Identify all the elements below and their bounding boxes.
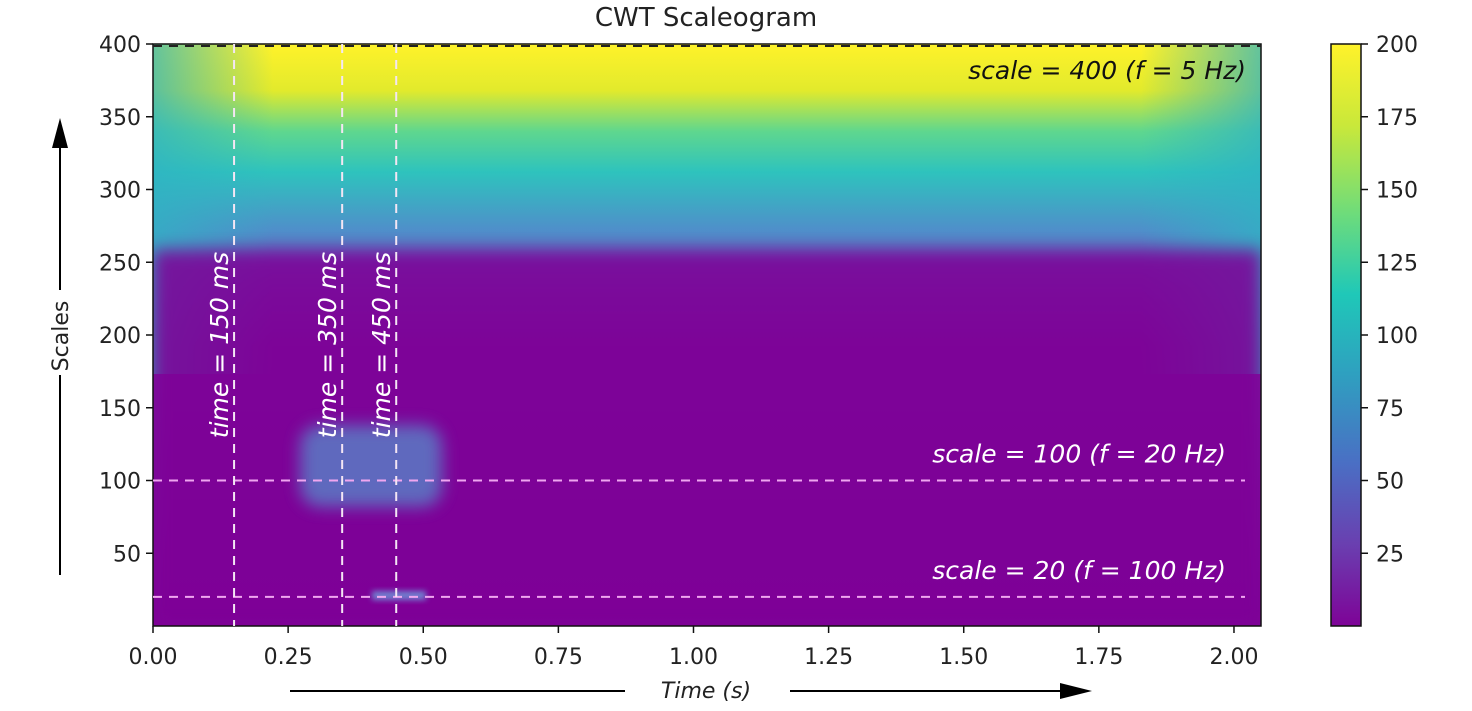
x-tick-label: 2.00 bbox=[1209, 645, 1258, 670]
y-tick-label: 350 bbox=[99, 106, 141, 131]
colorbar-tick-label: 175 bbox=[1376, 106, 1418, 131]
colorbar-tick-label: 150 bbox=[1376, 179, 1418, 204]
y-tick-label: 200 bbox=[99, 324, 141, 349]
heatmap-small-burst bbox=[372, 591, 426, 600]
colorbar-tick-label: 25 bbox=[1376, 542, 1404, 567]
hline-label-20: scale = 20 (f = 100 Hz) bbox=[932, 556, 1226, 585]
hline-label-400: scale = 400 (f = 5 Hz) bbox=[968, 56, 1246, 85]
vline-label-0.45: time = 450 ms bbox=[367, 252, 396, 438]
heatmap-area bbox=[153, 44, 1261, 626]
colorbar-tick-label: 100 bbox=[1376, 324, 1418, 349]
colorbar bbox=[1330, 43, 1362, 627]
y-tick-label: 50 bbox=[113, 542, 141, 567]
x-tick-label: 0.25 bbox=[264, 645, 313, 670]
y-axis-ticks: 50 100 150 200 250 300 350 400 bbox=[99, 33, 153, 567]
x-tick-label: 0.75 bbox=[534, 645, 583, 670]
vertical-reference-lines: time = 150 ms time = 350 ms time = 450 ms bbox=[205, 44, 398, 626]
x-tick-label: 1.00 bbox=[669, 645, 718, 670]
y-axis-arrow bbox=[52, 118, 68, 575]
x-axis-arrow bbox=[290, 683, 1092, 699]
y-tick-label: 400 bbox=[99, 33, 141, 58]
x-axis-label: Time (s) bbox=[661, 679, 751, 704]
hline-label-100: scale = 100 (f = 20 Hz) bbox=[932, 440, 1226, 469]
heatmap-burst-region bbox=[300, 425, 442, 507]
colorbar-tick-label: 50 bbox=[1376, 470, 1404, 495]
vline-label-0.35: time = 350 ms bbox=[313, 252, 342, 438]
colorbar-tick-label: 125 bbox=[1376, 251, 1418, 276]
y-tick-label: 250 bbox=[99, 251, 141, 276]
x-tick-label: 1.75 bbox=[1074, 645, 1123, 670]
horizontal-reference-lines: scale = 400 (f = 5 Hz) scale = 100 (f = 2… bbox=[153, 45, 1261, 598]
y-tick-label: 100 bbox=[99, 470, 141, 495]
y-axis-label: Scales bbox=[49, 301, 74, 372]
x-axis-ticks: 0.00 0.25 0.50 0.75 1.00 1.25 1.50 1.75 2.00 bbox=[129, 626, 1258, 670]
chart-title: CWT Scaleogram bbox=[595, 3, 817, 33]
vline-label-0.15: time = 150 ms bbox=[205, 252, 234, 438]
x-tick-label: 0.50 bbox=[399, 645, 448, 670]
colorbar-ticks: 25 50 75 100 125 150 175 200 bbox=[1361, 33, 1418, 567]
colorbar-tick-label: 200 bbox=[1376, 33, 1418, 58]
x-tick-label: 0.00 bbox=[129, 645, 178, 670]
y-tick-label: 300 bbox=[99, 179, 141, 204]
y-tick-label: 150 bbox=[99, 397, 141, 422]
x-tick-label: 1.25 bbox=[804, 645, 853, 670]
colorbar-tick-label: 75 bbox=[1376, 397, 1404, 422]
x-tick-label: 1.50 bbox=[939, 645, 988, 670]
